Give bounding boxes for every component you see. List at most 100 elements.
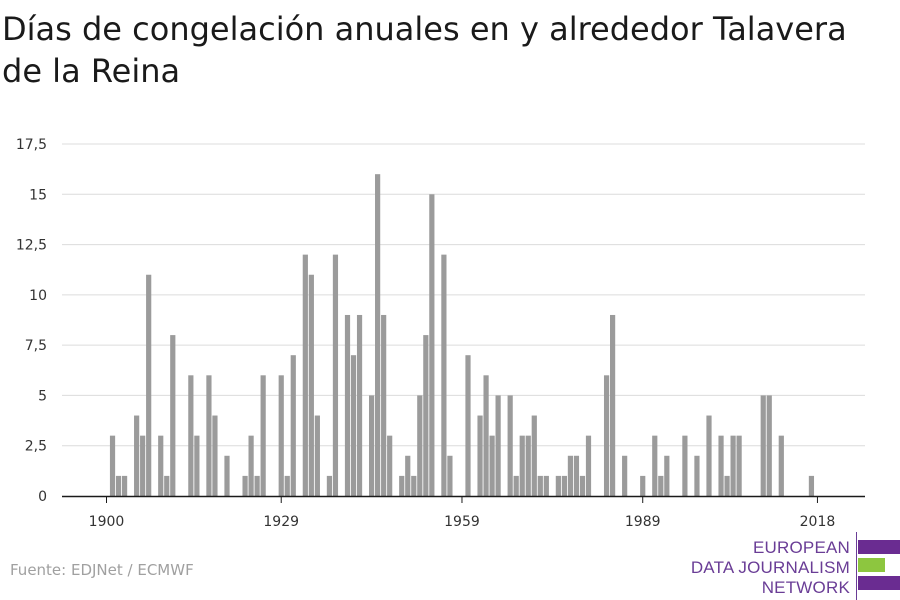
bar [134, 415, 140, 496]
bar [248, 435, 254, 496]
bar [332, 254, 339, 496]
y-tick-label: 5 [38, 388, 47, 404]
bar [423, 335, 429, 496]
bar [447, 455, 453, 496]
y-tick-label: 15 [29, 187, 47, 203]
bar [369, 395, 375, 496]
bar [290, 355, 296, 496]
bar [555, 475, 561, 496]
bar [531, 415, 537, 496]
bar [603, 375, 610, 496]
bar [658, 475, 664, 496]
bar [399, 475, 405, 496]
bar [652, 435, 658, 496]
bar [808, 475, 815, 496]
bar-chart: 0 2,5 5 7,5 10 12,5 15 17,5 1900 1929 1959 1989 201… [16, 137, 865, 530]
bar [525, 435, 531, 496]
bar [682, 435, 688, 496]
bar [718, 435, 724, 496]
bar [441, 254, 447, 496]
bar [146, 274, 152, 496]
bar [622, 455, 628, 496]
bar [706, 415, 712, 496]
bar [507, 395, 513, 496]
y-tick-label: 12,5 [16, 238, 47, 254]
bar [158, 435, 164, 496]
bar [694, 455, 700, 496]
bar [579, 475, 586, 496]
bar [766, 395, 772, 496]
bar [477, 415, 483, 496]
bar [411, 475, 417, 496]
logo-divider [856, 532, 857, 600]
y-tick-label: 2,5 [25, 439, 47, 455]
bar [760, 395, 766, 496]
bar [573, 455, 580, 496]
logo-bar-purple-top [858, 540, 900, 554]
bar [417, 395, 423, 496]
bar [194, 435, 200, 496]
bar [242, 475, 248, 496]
bar [254, 475, 260, 496]
bar [778, 435, 784, 496]
bar [164, 475, 170, 496]
bars [109, 174, 815, 497]
x-tick-label: 1989 [625, 514, 661, 530]
bar [356, 314, 363, 496]
bar [640, 475, 646, 496]
logo-line-2: DATA JOURNALISM [690, 558, 850, 577]
grid-lines [62, 143, 865, 447]
bar [302, 254, 308, 496]
bar [405, 455, 411, 496]
y-axis-labels: 0 2,5 5 7,5 10 12,5 15 17,5 [16, 137, 47, 505]
bar [513, 475, 519, 496]
bar [483, 375, 489, 496]
bar [140, 435, 146, 496]
bar [429, 194, 435, 497]
bar [350, 355, 357, 496]
logo-bar-green [858, 558, 885, 572]
bar [115, 475, 122, 496]
bar [567, 455, 574, 496]
logo-line-3: NETWORK [761, 578, 850, 597]
y-tick-label: 10 [29, 288, 47, 304]
bar [387, 435, 393, 496]
edjnet-logo: EUROPEAN DATA JOURNALISM NETWORK [691, 532, 900, 600]
bar [537, 475, 543, 496]
chart-title: Días de congelación anuales en y alreded… [2, 10, 847, 90]
x-axis-labels: 1900 1929 1959 1989 2018 [89, 514, 836, 530]
bar [308, 274, 314, 496]
bar [260, 375, 266, 496]
bar [664, 455, 670, 496]
bar [344, 314, 351, 496]
y-tick-label: 17,5 [16, 137, 47, 153]
bar [224, 455, 230, 496]
bar [170, 335, 176, 496]
bar [724, 475, 730, 496]
bar [585, 435, 592, 496]
bar [212, 415, 218, 496]
bar [278, 375, 284, 496]
logo-text: EUROPEAN DATA JOURNALISM NETWORK [691, 538, 850, 598]
bar [495, 395, 501, 496]
bar [736, 435, 742, 496]
y-tick-label: 0 [38, 489, 47, 505]
source-note: Fuente: EDJNet / ECMWF [10, 561, 194, 579]
logo-line-1: EUROPEAN [752, 538, 850, 557]
bar [109, 435, 116, 496]
x-tick-label: 2018 [800, 514, 836, 530]
bar [188, 375, 194, 496]
bar [519, 435, 525, 496]
logo-bar-purple-bottom [858, 576, 900, 590]
bar [489, 435, 495, 496]
bar [326, 475, 333, 496]
x-tick-label: 1900 [89, 514, 125, 530]
x-axis [62, 495, 865, 503]
bar [284, 475, 290, 496]
bar [121, 475, 128, 496]
y-tick-label: 7,5 [25, 338, 47, 354]
bar [730, 435, 736, 496]
bar [610, 314, 616, 496]
bar [314, 415, 320, 496]
bar [375, 174, 381, 497]
